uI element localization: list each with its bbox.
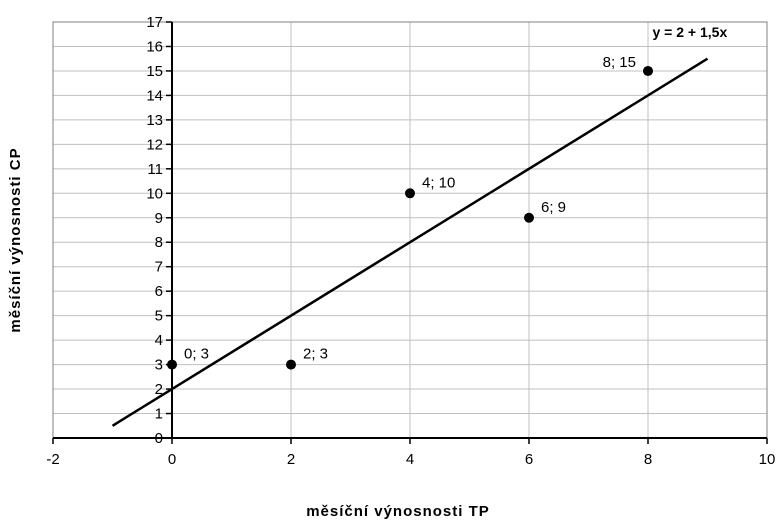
x-axis-title: měsíční výnosnosti TP [306,503,490,520]
data-point [286,359,296,370]
y-tick-label: 9 [155,210,163,227]
x-tick-label: -2 [46,451,59,468]
data-point-label: 0; 3 [184,346,209,363]
y-tick-label: 10 [146,185,163,202]
trendline [111,57,709,427]
data-points: 0; 3 2; 3 4; 10 6; 9 8; 15 [167,54,653,370]
y-tick-label: 3 [155,357,163,374]
y-tick-label: 1 [155,406,163,423]
y-tick-label: 13 [146,112,163,129]
x-tick-label: 6 [525,451,533,468]
y-tick-label: 8 [155,234,163,251]
y-tick-label: 2 [155,381,163,398]
data-point [167,359,177,370]
x-axis-ticks: -2 0 2 4 6 8 10 [46,438,775,468]
x-tick-label: 0 [168,451,176,468]
trendline-equation: y = 2 + 1,5x [653,24,728,40]
y-tick-label: 6 [155,283,163,300]
y-tick-label: 15 [146,63,163,80]
gridlines [52,21,768,439]
y-axis-title: měsíční výnosnosti CP [7,147,24,332]
data-point [524,212,534,223]
y-tick-label: 16 [146,38,163,55]
y-tick-label: 14 [146,87,163,104]
data-point [643,65,653,76]
x-tick-label: 4 [406,451,414,468]
x-tick-label: 8 [644,451,652,468]
y-tick-label: 7 [155,259,163,276]
y-tick-label: 12 [146,136,163,153]
x-tick-label: 2 [287,451,295,468]
data-point-label: 8; 15 [603,54,636,71]
x-tick-label: 10 [759,451,776,468]
data-point [405,188,415,199]
data-point-label: 4; 10 [422,174,455,191]
y-tick-label: 4 [155,332,163,349]
y-tick-label: 17 [146,14,163,31]
data-point-label: 2; 3 [303,346,328,363]
y-tick-label: 11 [147,161,163,178]
data-point-label: 6; 9 [541,199,566,216]
y-tick-label: 0 [155,430,163,447]
y-tick-label: 5 [155,308,163,325]
